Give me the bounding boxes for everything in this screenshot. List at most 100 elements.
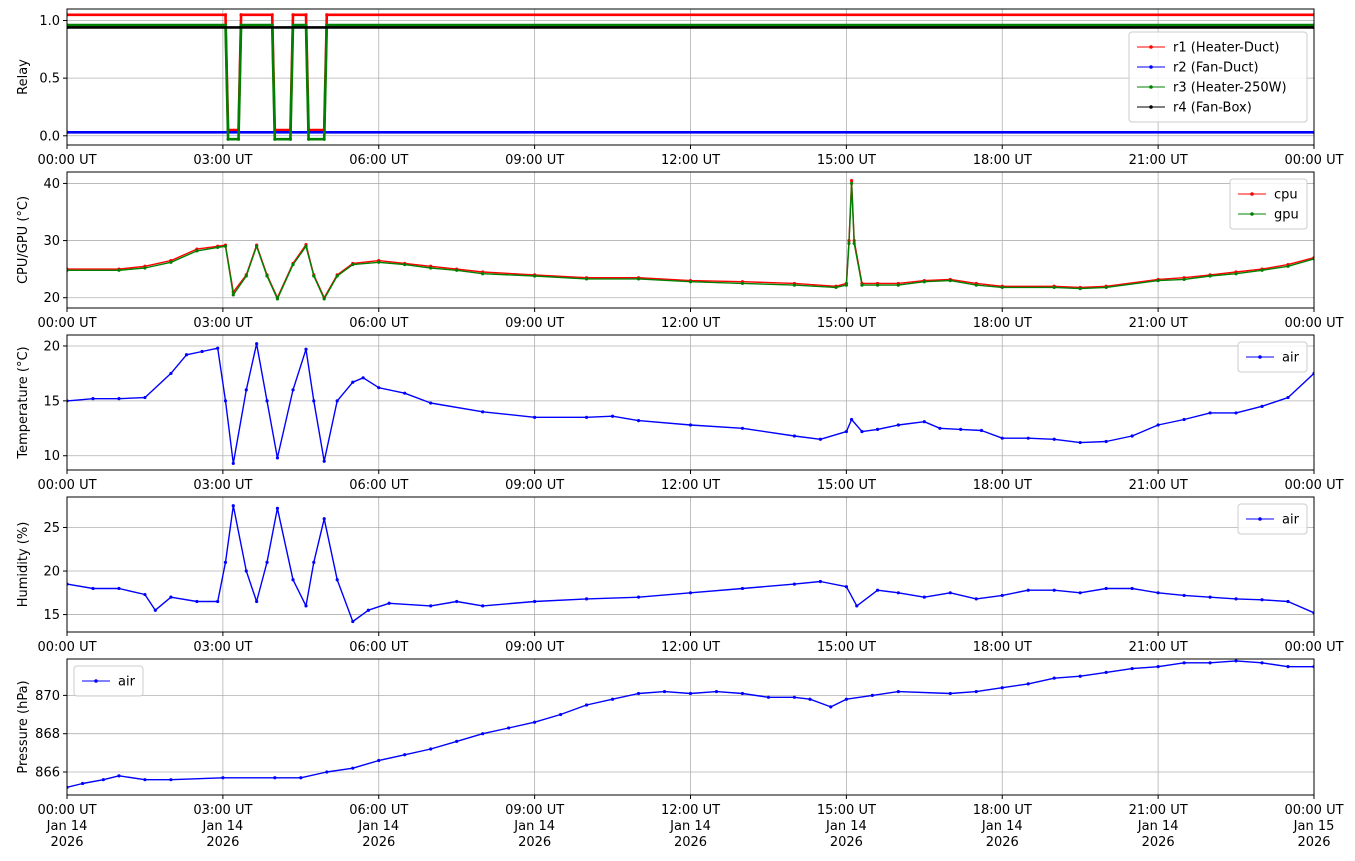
data-point	[1052, 588, 1056, 592]
series-line-air	[67, 505, 1314, 623]
data-point	[223, 399, 228, 403]
panel-1: 20 30 40 00:00 UT 03:00 UT 06:00 UT 09:00 UT 12…	[16, 171, 1344, 331]
x-tick-label: 15:00 UT Jan 14 2026	[817, 803, 876, 850]
data-point	[221, 776, 225, 780]
data-point	[91, 397, 95, 401]
x-tick-label: 06:00 UT	[349, 478, 408, 493]
data-point	[1104, 439, 1108, 444]
data-point	[255, 599, 259, 604]
data-point	[740, 281, 745, 286]
data-point	[325, 23, 329, 27]
x-tick-label: 09:00 UT	[505, 316, 564, 331]
data-point	[533, 599, 537, 604]
data-point	[429, 604, 433, 608]
data-point	[533, 274, 537, 278]
data-point	[244, 388, 248, 392]
data-point	[481, 410, 485, 414]
x-tick-label: 06:00 UT	[349, 640, 408, 655]
series-line-r1 (Heater-Duct)	[67, 13, 1314, 132]
data-point	[403, 391, 407, 395]
legend-marker	[1149, 85, 1153, 89]
x-tick-label: 03:00 UT	[193, 478, 252, 493]
data-point	[304, 604, 308, 608]
data-point	[335, 274, 339, 278]
data-point	[291, 262, 295, 267]
series-line-air	[67, 660, 1314, 788]
data-point	[361, 376, 365, 380]
data-point	[291, 388, 295, 392]
data-point	[1078, 440, 1082, 445]
x-tick-label: 09:00 UT	[505, 478, 564, 493]
legend-entry: r4 (Fan-Box)	[1173, 101, 1252, 116]
data-point	[844, 585, 848, 589]
data-point	[1182, 593, 1186, 598]
legend: air	[1237, 341, 1308, 373]
data-point	[275, 506, 280, 510]
data-point	[223, 560, 228, 564]
data-point	[792, 283, 797, 287]
data-point	[117, 397, 121, 401]
data-point	[1208, 411, 1212, 415]
data-point	[533, 720, 537, 724]
legend-marker	[1258, 355, 1262, 359]
data-point	[740, 426, 745, 430]
data-point	[875, 283, 880, 287]
data-point	[1000, 436, 1004, 440]
data-point	[584, 597, 589, 601]
data-point	[169, 371, 173, 376]
data-point	[1156, 665, 1160, 669]
data-point	[223, 244, 228, 248]
data-point	[766, 695, 771, 699]
data-point	[143, 778, 147, 782]
x-tick-label: 06:00 UT	[349, 316, 408, 331]
y-tick-label: 30	[43, 234, 60, 249]
data-point	[1078, 674, 1082, 678]
legend-entry: air	[1282, 513, 1300, 528]
data-point	[740, 691, 745, 696]
data-point	[808, 697, 812, 701]
data-point	[169, 778, 173, 782]
data-point	[275, 456, 280, 460]
data-point	[896, 591, 900, 595]
x-tick-label: 00:00 UT	[1284, 316, 1343, 331]
x-tick-label: 03:00 UT	[193, 640, 252, 655]
data-point	[1026, 436, 1030, 440]
x-tick-label: 15:00 UT	[817, 153, 876, 168]
data-point	[1208, 661, 1212, 665]
y-tick-label: 0.5	[39, 72, 60, 87]
x-tick-label: 15:00 UT	[817, 316, 876, 331]
data-point	[325, 770, 329, 774]
data-point	[948, 278, 952, 283]
data-point	[584, 703, 589, 707]
data-point	[938, 426, 942, 430]
data-point	[455, 739, 459, 743]
data-point	[1286, 264, 1290, 268]
legend: cpu gpu	[1229, 178, 1308, 230]
panel-0: 0.0 0.5 1.0 00:00 UT 03:00 UT 06:00 UT 09:00 U…	[16, 8, 1344, 168]
data-point	[948, 591, 952, 595]
y-tick-label: 15	[43, 394, 60, 409]
data-point	[255, 244, 259, 248]
y-tick-label: 866	[35, 766, 60, 781]
data-point	[1286, 665, 1290, 669]
data-point	[610, 697, 615, 701]
data-point	[1026, 588, 1030, 592]
data-point	[1156, 278, 1160, 283]
data-point	[481, 604, 485, 608]
data-point	[387, 601, 391, 605]
data-point	[377, 386, 381, 390]
legend-marker	[1250, 192, 1254, 196]
legend-marker	[1258, 517, 1262, 521]
legend-marker	[1149, 45, 1153, 49]
x-tick-label: 21:00 UT Jan 14 2026	[1129, 803, 1188, 850]
data-point	[273, 137, 277, 141]
y-tick-label: 20	[43, 291, 60, 306]
x-tick-label: 18:00 UT	[973, 316, 1032, 331]
data-point	[231, 461, 235, 466]
x-tick-label: 03:00 UT	[193, 153, 252, 168]
data-point	[244, 274, 248, 278]
data-point	[818, 579, 822, 584]
data-point	[847, 241, 851, 246]
data-point	[1130, 434, 1134, 438]
data-point	[143, 266, 147, 270]
